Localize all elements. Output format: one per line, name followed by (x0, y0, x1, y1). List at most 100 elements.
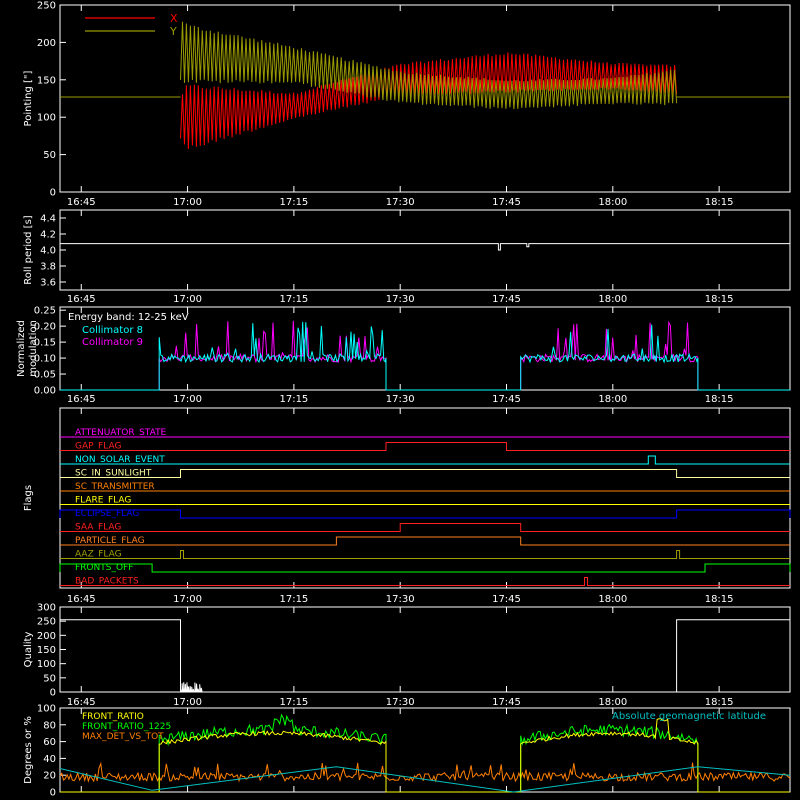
legend-front-ratio: FRONT_RATIO (82, 712, 144, 722)
x-tick-label: 16:45 (67, 594, 96, 605)
flag-label-saa-flag: SAA_FLAG (75, 523, 121, 533)
x-tick-label: 17:00 (173, 294, 202, 305)
x-tick-label: 18:00 (598, 594, 627, 605)
y-tick-label: 0.25 (34, 306, 56, 317)
y-tick-label: 0.15 (34, 338, 56, 349)
x-tick-label: 17:15 (279, 197, 308, 208)
x-tick-label: 18:15 (705, 394, 734, 405)
quality-spikes (180, 682, 203, 693)
panel-5: 16:45 17:00 17:15 17:30 17:45 18:00 18:15 0 50 10… (23, 603, 791, 708)
pointing-Y-series (180, 21, 678, 110)
y-tick-label: 50 (43, 673, 56, 684)
flag-label-eclipse-flag: ECLIPSE_FLAG (75, 509, 139, 519)
y-tick-label: 200 (37, 38, 56, 49)
legend-geomagnetic-latitude: Absolute geomagnetic latitude (612, 711, 766, 722)
roll-period-series (60, 243, 790, 251)
legend-collimator-1: Collimator 8 (82, 325, 143, 336)
x-tick-label: 16:45 (67, 697, 96, 708)
y-tick-label: 0.20 (34, 322, 56, 333)
quality-series (60, 619, 790, 693)
y-tick-label: 300 (37, 603, 56, 614)
legend-X-label: X (170, 12, 178, 25)
legend-collimator-2: Collimator 9 (82, 337, 143, 348)
flag-label-attenuator-state: ATTENUATOR_STATE (75, 428, 167, 438)
y-tick-label: 0 (50, 688, 56, 699)
flag-line-gap-flag (60, 442, 790, 451)
y-tick-label: 150 (37, 645, 56, 656)
y-tick-label: 3.8 (40, 262, 56, 273)
panel-2: 16:45 17:00 17:15 17:30 17:45 18:00 18:15 3.6 3.… (23, 209, 791, 305)
flag-line-aaz-flag (60, 550, 790, 559)
panel-frame (59, 209, 791, 291)
x-tick-label: 16:45 (67, 394, 96, 405)
x-tick-label: 16:45 (67, 294, 96, 305)
x-tick-label: 17:45 (492, 197, 521, 208)
y-tick-label: 80 (43, 720, 56, 731)
flag-line-saa-flag (60, 523, 790, 532)
y-tick-label: 4.0 (40, 246, 56, 257)
y-tick-label: 100 (37, 113, 56, 124)
x-tick-label: 17:15 (279, 697, 308, 708)
panel-4: 16:45 17:00 17:15 17:30 17:45 18:00 18:15 Flags… (23, 407, 791, 605)
flag-label-particle-flag: PARTICLE_FLAG (75, 536, 145, 546)
y-tick-label: 4.2 (40, 230, 56, 241)
y-axis-label: Pointing ["] (23, 70, 34, 126)
y-tick-label: 40 (43, 754, 56, 765)
x-tick-label: 18:15 (705, 294, 734, 305)
x-tick-label: 17:15 (279, 594, 308, 605)
x-tick-label: 17:00 (173, 197, 202, 208)
front-ratio-1225-series (60, 713, 790, 793)
y-axis-label-1: Normalized (16, 320, 27, 377)
flag-label-non-solar-event: NON_SOLAR_EVENT (75, 455, 165, 465)
flag-label-gap-flag: GAP_FLAG (75, 442, 121, 452)
flag-line-fronts-off (59, 563, 791, 573)
y-tick-label: 100 (37, 704, 56, 715)
y-tick-label: 0 (50, 188, 56, 199)
flag-label-fronts-off: FRONTS_OFF (75, 563, 133, 573)
pointing-X-series (180, 52, 678, 150)
x-tick-label: 16:45 (67, 197, 96, 208)
x-tick-label: 18:00 (598, 394, 627, 405)
x-tick-label: 18:15 (705, 697, 734, 708)
y-tick-label: 100 (37, 659, 56, 670)
flag-label-sc-transmitter: SC_TRANSMITTER (75, 482, 155, 492)
flag-label-flare-flag: FLARE_FLAG (75, 496, 131, 506)
y-tick-label: 0.05 (34, 370, 56, 381)
x-tick-label: 18:15 (705, 594, 734, 605)
modulation-series-1 (60, 321, 790, 391)
flag-line-eclipse-flag (59, 509, 791, 519)
x-tick-label: 17:45 (492, 294, 521, 305)
flag-line-particle-flag (60, 536, 790, 546)
y-tick-label: 0 (50, 788, 56, 799)
y-axis-label-2: modulation (28, 320, 39, 377)
y-tick-label: 0.10 (34, 354, 56, 365)
flag-line-bad-packets (60, 577, 790, 586)
y-axis-label: Degrees or % (23, 716, 34, 784)
legend-max-det-vs-tot: MAX_DET_VS_TOT (82, 732, 164, 742)
flag-label-bad-packets: BAD_PACKETS (75, 577, 139, 587)
y-tick-label: 20 (43, 771, 56, 782)
y-axis-label: Flags (23, 485, 34, 511)
legend-Y-label: Y (169, 25, 177, 38)
x-tick-label: 17:30 (386, 197, 415, 208)
x-tick-label: 17:45 (492, 394, 521, 405)
flag-line-sc-in-sunlight (60, 469, 790, 478)
x-tick-label: 17:15 (279, 294, 308, 305)
x-tick-label: 17:00 (173, 394, 202, 405)
panel-3: 16:45 17:00 17:15 17:30 17:45 18:00 18:15 0.00 0… (16, 306, 791, 405)
panel-frame (59, 4, 791, 193)
y-tick-label: 60 (43, 737, 56, 748)
x-tick-label: 18:15 (705, 197, 734, 208)
x-tick-label: 18:00 (598, 294, 627, 305)
x-tick-label: 17:00 (173, 594, 202, 605)
y-tick-label: 50 (43, 150, 56, 161)
y-tick-label: 0.00 (34, 386, 56, 397)
x-tick-label: 17:15 (279, 394, 308, 405)
geomagnetic-latitude-series (59, 766, 791, 793)
y-axis-label: Quality (23, 632, 34, 668)
x-tick-label: 17:45 (492, 594, 521, 605)
front-ratio-series (60, 718, 790, 793)
x-tick-label: 17:30 (386, 697, 415, 708)
